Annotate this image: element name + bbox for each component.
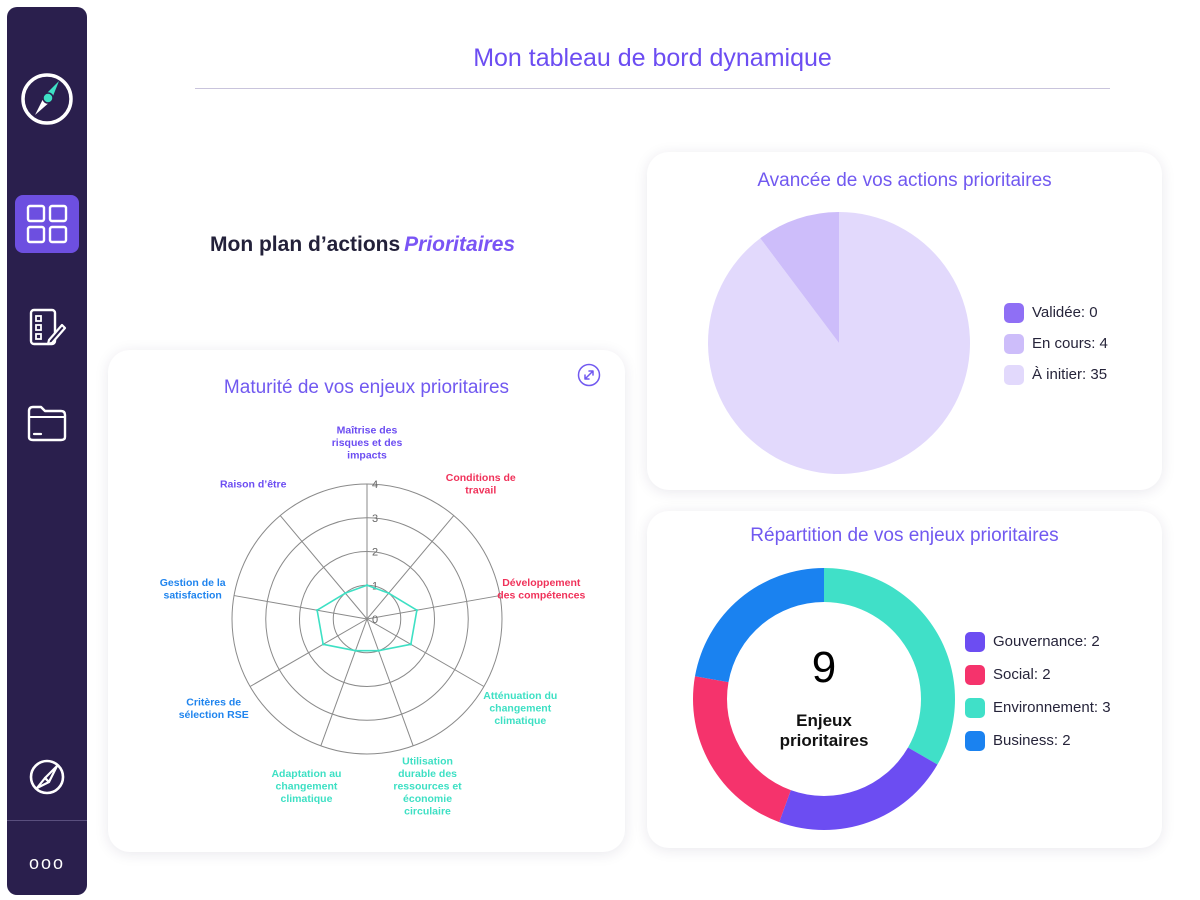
repartition-legend: Gouvernance: 2 Social: 2 Environnement: 3 B… (965, 625, 1111, 757)
radar-axis-label: Atténuation du changement climatique (483, 690, 557, 727)
repartition-legend-swatch (965, 697, 985, 718)
radar-axis-label: Gestion de la satisfaction (160, 577, 226, 602)
donut-center-number: 9 (811, 643, 837, 692)
radar-point (321, 643, 325, 646)
repartition-legend-swatch (965, 631, 985, 652)
donut-center-text: Enjeux prioritaires (780, 711, 869, 751)
radar-axis-label: Adaptation au changement climatique (271, 768, 341, 805)
maturity-card: Maturité de vos enjeux prioritaires 0 1 2 3… (108, 350, 625, 852)
repartition-legend-swatch (965, 664, 985, 685)
maturity-title: Maturité de vos enjeux prioritaires (223, 377, 510, 398)
sidebar-divider (7, 820, 87, 821)
advance-legend: Validée: 0 En cours: 4 À initier: 35 (1004, 297, 1108, 390)
repartition-donut-chart (693, 568, 955, 831)
advance-legend-label: Validée: 0 (1032, 304, 1098, 321)
radar-point (315, 609, 319, 612)
advance-legend-swatch (1004, 364, 1024, 385)
radar-point (365, 584, 369, 587)
repartition-legend-label: Social: 2 (993, 666, 1051, 683)
radar-point (387, 591, 390, 595)
donut-slice[interactable] (693, 676, 791, 823)
donut-center-line1: Enjeux (796, 711, 852, 730)
radar-tick-label: 2 (372, 547, 378, 559)
more-icon: ooo (28, 852, 66, 873)
repartition-legend-swatch (965, 730, 985, 751)
donut-slice[interactable] (824, 568, 955, 765)
repartition-legend-item[interactable]: Environnement: 3 (965, 691, 1111, 724)
radar-chart: 0 1 2 3 4 Maîtrise des risques et des impacts Co… (160, 425, 586, 818)
more-button[interactable]: ooo (19, 843, 75, 883)
repartition-legend-label: Gouvernance: 2 (993, 633, 1100, 650)
advance-title: Avancée de vos actions prioritaires (757, 170, 1052, 191)
advance-legend-swatch (1004, 333, 1024, 354)
compass-icon[interactable] (23, 753, 71, 801)
repartition-legend-item[interactable]: Social: 2 (965, 658, 1111, 691)
radar-spoke (233, 595, 368, 620)
radar-tick-label: 1 (372, 580, 378, 592)
donut-slice[interactable] (779, 747, 938, 831)
advance-pie-chart (708, 212, 970, 475)
radar-axis-label: Raison d’être (220, 478, 287, 490)
repartition-legend-item[interactable]: Gouvernance: 2 (965, 625, 1111, 658)
radar-spoke (366, 618, 414, 747)
radar-point (344, 591, 347, 595)
sidebar: ooo (7, 7, 87, 895)
advance-legend-item[interactable]: À initier: 35 (1004, 359, 1108, 390)
page-title: Mon tableau de bord dynamique (473, 44, 832, 72)
plan-title-highlight: Prioritaires (404, 233, 516, 256)
radar-series-line (316, 584, 418, 652)
advance-legend-swatch (1004, 302, 1024, 323)
radar-spoke (249, 618, 368, 687)
radar-spoke (279, 515, 368, 620)
expand-icon[interactable] (577, 363, 601, 387)
folder-icon[interactable] (23, 399, 71, 447)
repartition-title: Répartition de vos enjeux prioritaires (750, 525, 1059, 546)
plan-title: Mon plan d’actions Prioritaires (210, 233, 515, 257)
donut-slice[interactable] (694, 568, 824, 683)
repartition-legend-item[interactable]: Business: 2 (965, 724, 1111, 757)
radar-axis-label: Utilisation durable des ressources et écono… (393, 755, 462, 817)
pie-slice[interactable] (760, 212, 839, 343)
radar-spoke (366, 515, 455, 620)
compass-logo-icon[interactable] (19, 71, 75, 127)
repartition-card: Répartition de vos enjeux prioritaires 9… (647, 511, 1162, 848)
radar-axis-label: Maîtrise des risques et des impacts (332, 425, 403, 462)
dashboard-icon[interactable] (15, 195, 79, 253)
advance-legend-label: En cours: 4 (1032, 335, 1108, 352)
radar-point (377, 649, 380, 652)
radar-tick-label: 4 (372, 479, 378, 491)
radar-point (415, 609, 419, 612)
advance-card: Avancée de vos actions prioritaires Vali… (647, 152, 1162, 490)
pie-slice[interactable] (708, 212, 970, 475)
header-divider (195, 88, 1110, 89)
forms-edit-icon[interactable] (23, 303, 71, 351)
radar-spoke (366, 595, 501, 620)
repartition-legend-label: Environnement: 3 (993, 699, 1111, 716)
advance-legend-label: À initier: 35 (1032, 366, 1108, 383)
advance-legend-item[interactable]: Validée: 0 (1004, 297, 1108, 328)
radar-point (409, 643, 413, 646)
radar-axis-label: Conditions de travail (446, 472, 516, 497)
repartition-legend-label: Business: 2 (993, 732, 1071, 749)
radar-axis-label: Développement des compétences (497, 577, 585, 602)
radar-point (354, 649, 357, 652)
plan-title-text: Mon plan d’actions (210, 233, 401, 256)
advance-legend-item[interactable]: En cours: 4 (1004, 328, 1108, 359)
radar-axis-label: Critères de sélection RSE (179, 696, 249, 721)
radar-spoke (320, 618, 368, 747)
radar-tick-label: 0 (372, 614, 378, 626)
radar-spoke (366, 618, 485, 687)
donut-center-line2: prioritaires (779, 731, 869, 750)
donut-center: 9 Enjeux prioritaires (693, 568, 955, 830)
radar-tick-label: 3 (372, 513, 378, 525)
